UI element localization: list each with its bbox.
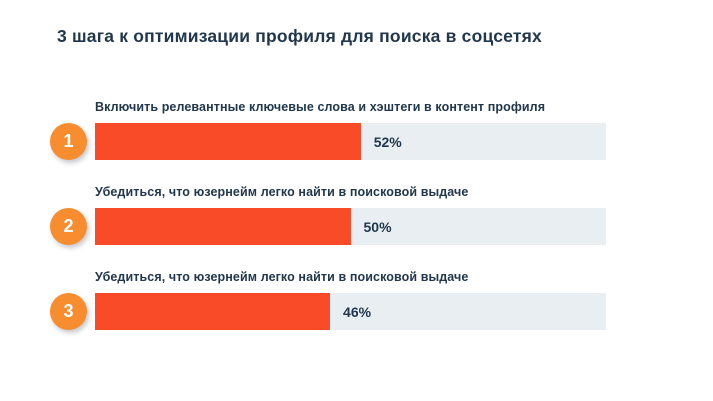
bar-value-1: 52% [373, 133, 402, 150]
bar-fill-1 [95, 123, 361, 160]
steps-bar-chart: 1 Включить релевантные ключевые слова и … [50, 100, 606, 355]
bar-fill-3 [95, 293, 331, 330]
step-number-badge-2: 2 [50, 208, 87, 245]
bar-value-2: 50% [363, 218, 392, 235]
step-number-3: 3 [63, 301, 74, 321]
bar-value-3: 46% [343, 303, 372, 320]
step-number-badge-1: 1 [50, 123, 87, 160]
bar-fill-2 [95, 208, 351, 245]
step-label-1: Включить релевантные ключевые слова и хэ… [95, 100, 546, 114]
bar-track-3: 46% [95, 293, 606, 330]
step-label-3: Убедиться, что юзернейм легко найти в по… [95, 270, 469, 284]
step-row-2: 2 Убедиться, что юзернейм легко найти в … [50, 185, 606, 245]
step-label-2: Убедиться, что юзернейм легко найти в по… [95, 185, 469, 199]
bar-track-1: 52% [95, 123, 606, 160]
step-number-badge-3: 3 [50, 293, 87, 330]
bar-track-2: 50% [95, 208, 606, 245]
step-number-2: 2 [63, 216, 74, 236]
step-row-3: 3 Убедиться, что юзернейм легко найти в … [50, 270, 606, 330]
step-row-1: 1 Включить релевантные ключевые слова и … [50, 100, 606, 160]
page-title: 3 шага к оптимизации профиля для поиска … [57, 26, 542, 46]
step-number-1: 1 [63, 131, 74, 151]
